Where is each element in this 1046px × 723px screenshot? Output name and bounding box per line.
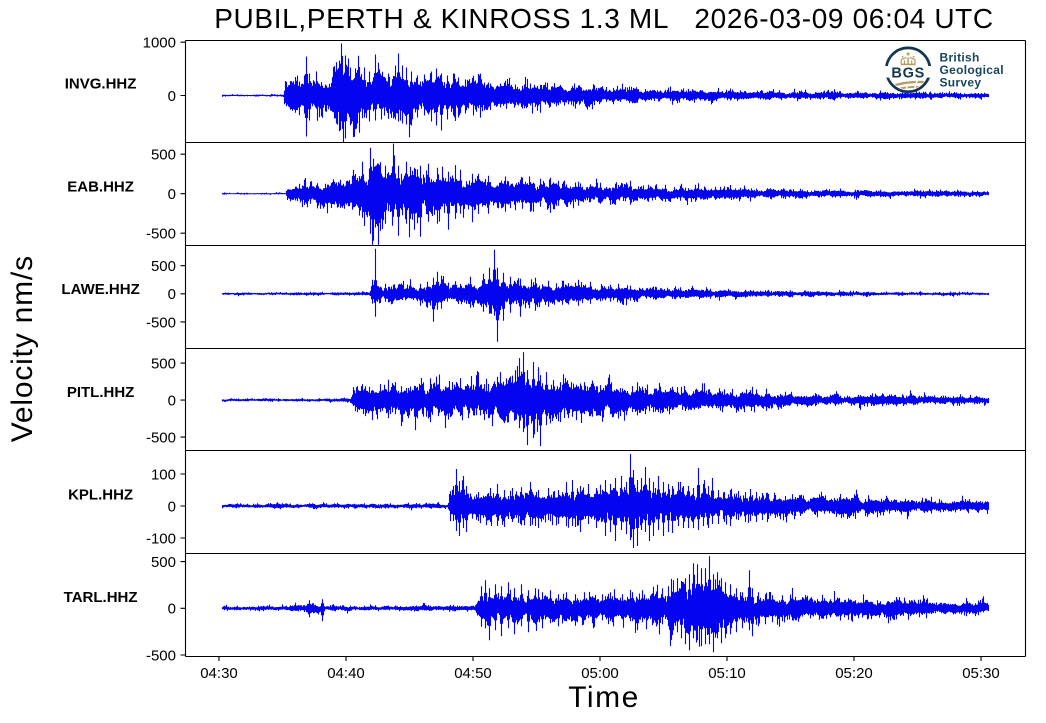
svg-text:0: 0 [168, 88, 176, 105]
svg-text:0: 0 [168, 393, 176, 410]
svg-text:Geological: Geological [940, 63, 1004, 77]
svg-text:KPL.HHZ: KPL.HHZ [68, 487, 133, 504]
svg-text:0: 0 [168, 186, 176, 203]
svg-text:Survey: Survey [940, 75, 982, 89]
svg-text:0: 0 [168, 601, 176, 618]
svg-text:EAB.HHZ: EAB.HHZ [67, 178, 134, 195]
svg-text:0: 0 [168, 498, 176, 515]
svg-text:500: 500 [151, 258, 176, 275]
svg-text:Time: Time [568, 681, 640, 714]
svg-text:500: 500 [151, 356, 176, 373]
svg-text:INVG.HHZ: INVG.HHZ [65, 76, 137, 93]
svg-text:04:50: 04:50 [454, 665, 492, 682]
svg-text:LAWE.HHZ: LAWE.HHZ [61, 281, 139, 298]
svg-text:-500: -500 [146, 430, 176, 447]
svg-text:TARL.HHZ: TARL.HHZ [64, 589, 138, 606]
svg-text:British: British [940, 51, 980, 65]
svg-text:-500: -500 [146, 647, 176, 664]
svg-text:100: 100 [151, 466, 176, 483]
svg-text:05:30: 05:30 [962, 665, 1000, 682]
svg-text:04:30: 04:30 [200, 665, 238, 682]
svg-text:500: 500 [151, 554, 176, 571]
svg-text:04:40: 04:40 [327, 665, 365, 682]
svg-text:05:00: 05:00 [581, 665, 619, 682]
svg-text:1000: 1000 [143, 35, 176, 52]
svg-text:BGS: BGS [891, 66, 925, 82]
svg-text:500: 500 [151, 147, 176, 164]
svg-text:PITL.HHZ: PITL.HHZ [67, 384, 135, 401]
svg-text:05:10: 05:10 [708, 665, 746, 682]
svg-text:0: 0 [168, 286, 176, 303]
svg-text:-500: -500 [146, 314, 176, 331]
svg-text:Velocity nm/s: Velocity nm/s [6, 255, 39, 442]
svg-text:05:20: 05:20 [835, 665, 873, 682]
svg-text:PUBIL,PERTH & KINROSS 1.3 ML: PUBIL,PERTH & KINROSS 1.3 ML 2026-03-09 … [214, 3, 994, 34]
svg-text:-500: -500 [146, 226, 176, 243]
svg-text:-100: -100 [146, 530, 176, 547]
